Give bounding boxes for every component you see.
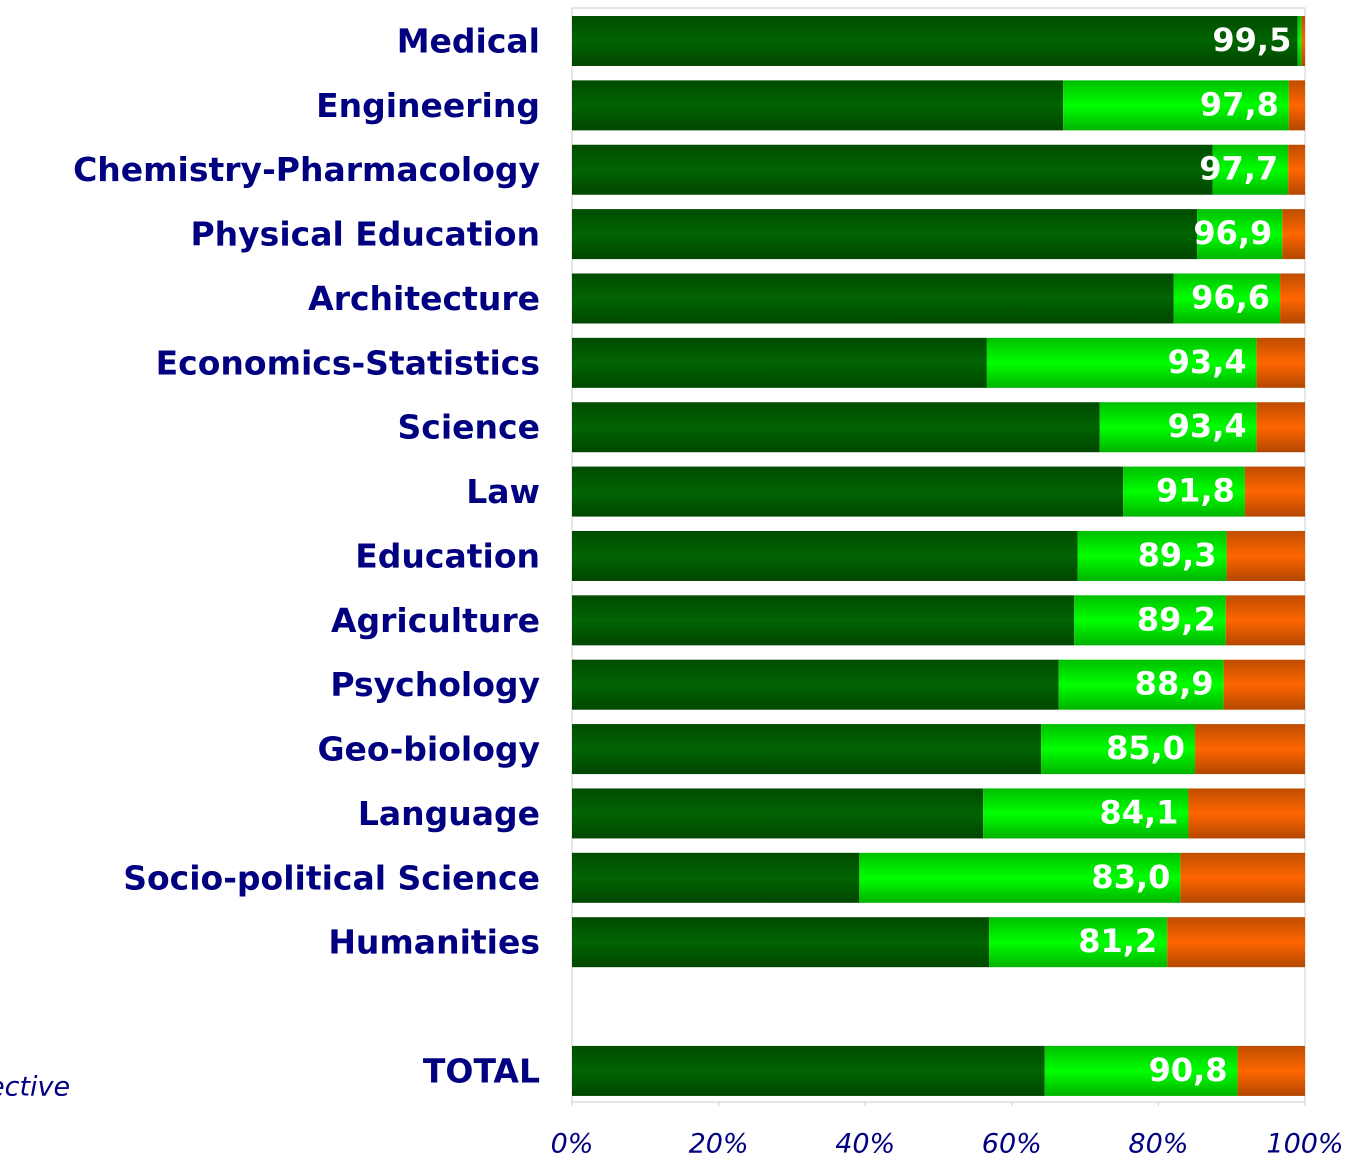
- bar-segment: [1041, 724, 1196, 775]
- bar-segment: [572, 144, 1213, 195]
- value-label: 89,3: [1138, 536, 1217, 574]
- value-label: 85,0: [1106, 729, 1185, 767]
- category-label: Physical Education: [190, 215, 540, 254]
- bar-segment: [1288, 144, 1305, 195]
- bar-segment: [572, 724, 1042, 775]
- bar-segment: [1212, 144, 1289, 195]
- value-label: 93,4: [1168, 407, 1247, 445]
- bar-segment: [1237, 1045, 1305, 1096]
- category-label: Education: [355, 536, 540, 575]
- category-label: Chemistry-Pharmacology: [73, 150, 540, 189]
- x-tick-label: 20%: [689, 1129, 749, 1156]
- bar-segment: [1223, 659, 1305, 710]
- category-label: Architecture: [308, 279, 540, 318]
- category-label: Psychology: [330, 665, 540, 704]
- value-label: 96,9: [1193, 214, 1272, 252]
- bar-segment: [1173, 273, 1281, 324]
- x-tick-label: 100%: [1266, 1129, 1343, 1156]
- bar-segment: [1167, 917, 1305, 968]
- bar-segment: [1188, 788, 1305, 839]
- value-label: 88,9: [1135, 665, 1214, 703]
- value-label: 83,0: [1091, 858, 1170, 896]
- bar-segment: [572, 402, 1100, 453]
- bar-segment: [1226, 530, 1305, 581]
- category-label: Geo-biology: [317, 730, 540, 769]
- bar-segment: [1195, 724, 1305, 775]
- bar-segment: [572, 1045, 1045, 1096]
- bar-segment: [1288, 80, 1305, 131]
- x-tick-label: 60%: [982, 1129, 1042, 1156]
- bar-segment: [1077, 530, 1227, 581]
- x-tick-label: 80%: [1128, 1129, 1188, 1156]
- bar-segment: [1297, 16, 1302, 66]
- bar-segment: [572, 595, 1075, 646]
- category-label: Medical: [397, 22, 540, 61]
- category-label: Engineering: [316, 86, 540, 125]
- category-label: Law: [466, 472, 540, 511]
- category-label: TOTAL: [423, 1051, 540, 1090]
- value-label: 99,5: [1212, 21, 1291, 59]
- value-label: 89,2: [1137, 600, 1216, 638]
- bar-segment: [1225, 595, 1305, 646]
- bar-segment: [989, 917, 1168, 968]
- annotation: ective: [0, 1072, 70, 1103]
- category-label: Economics-Statistics: [156, 343, 540, 382]
- bar-segment: [572, 530, 1078, 581]
- x-tick-label: 40%: [835, 1129, 895, 1156]
- bar-segment: [1256, 402, 1305, 453]
- bar-segment: [859, 852, 1181, 903]
- bar-segment: [983, 788, 1189, 839]
- bar-segment: [986, 337, 1257, 388]
- bar-segment: [1044, 1045, 1238, 1096]
- bar-segment: [572, 209, 1198, 260]
- bar-segment: [1099, 402, 1257, 453]
- bar-segment: [572, 788, 984, 839]
- value-label: 84,1: [1099, 793, 1178, 831]
- bar-segment: [572, 16, 1298, 66]
- bar-segment: [572, 80, 1064, 131]
- bar-segment: [1058, 659, 1224, 710]
- category-label: Humanities: [328, 923, 540, 962]
- value-label: 97,7: [1199, 150, 1278, 188]
- bar-segment: [572, 852, 860, 903]
- bar-segment: [1282, 209, 1305, 260]
- value-label: 97,8: [1200, 85, 1279, 123]
- bar-segment: [1256, 337, 1305, 388]
- bar-segment: [1063, 80, 1289, 131]
- x-tick-label: 0%: [551, 1129, 594, 1156]
- bar-segment: [572, 337, 987, 388]
- bar-segment: [572, 659, 1059, 710]
- bar-segment: [572, 273, 1174, 324]
- category-label: Agriculture: [331, 601, 540, 640]
- bar-segment: [1244, 466, 1305, 517]
- bar-segment: [1123, 466, 1245, 517]
- value-label: 91,8: [1156, 472, 1235, 510]
- category-label: Science: [398, 408, 540, 447]
- value-label: 81,2: [1078, 922, 1157, 960]
- category-label: Socio-political Science: [123, 858, 540, 897]
- bar-segment: [572, 917, 990, 968]
- bar-segment: [1074, 595, 1226, 646]
- value-label: 96,6: [1191, 278, 1270, 316]
- value-label: 93,4: [1168, 343, 1247, 381]
- value-label: 90,8: [1149, 1051, 1228, 1089]
- bar-segment: [1197, 209, 1283, 260]
- category-label: Language: [358, 794, 540, 833]
- bar-segment: [1280, 273, 1305, 324]
- bar-segment: [572, 466, 1124, 517]
- bar-segment: [1301, 16, 1305, 66]
- bar-segment: [1180, 852, 1305, 903]
